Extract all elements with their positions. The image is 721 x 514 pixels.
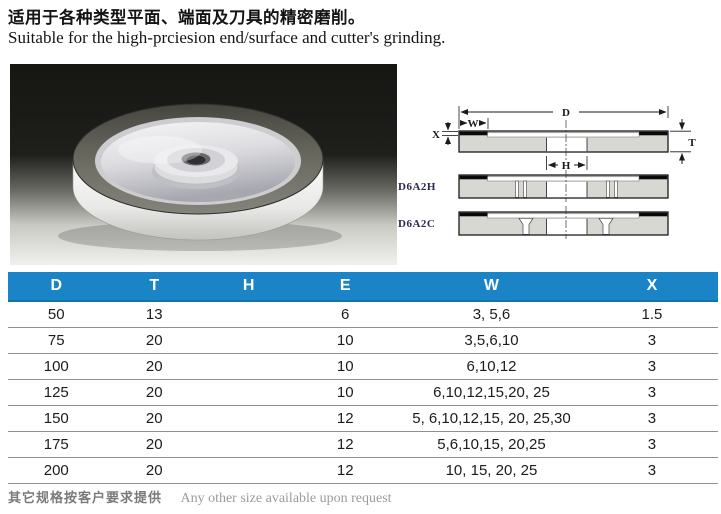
column-header-w: W <box>397 272 586 302</box>
page-title-english: Suitable for the high-prciesion end/surf… <box>8 28 446 47</box>
table-cell: 150 <box>8 405 105 432</box>
model-label-d6a2h: D6A2H <box>398 181 436 193</box>
table-cell: 6,10,12,15,20, 25 <box>397 379 586 406</box>
column-header-x: X <box>585 272 718 302</box>
countersink-hole <box>598 217 614 235</box>
bore-cutout <box>546 218 587 235</box>
countersink-hole <box>518 217 534 235</box>
slot <box>515 180 519 198</box>
table-row: 125 20 10 6,10,12,15,20, 25 3 <box>8 379 718 406</box>
table-cell <box>203 405 294 432</box>
dim-label-x: X <box>432 129 440 141</box>
table-cell <box>203 327 294 354</box>
page-title-chinese: 适用于各种类型平面、端面及刀具的精密磨削。 <box>8 9 365 27</box>
abrasive-strip-right <box>639 212 668 217</box>
product-photo <box>10 64 397 265</box>
table-cell <box>203 379 294 406</box>
abrasive-strip-left <box>459 175 488 180</box>
table-row: 100 20 10 6,10,12 3 <box>8 353 718 380</box>
abrasive-strip-right <box>639 131 668 136</box>
table-row: 50 13 6 3, 5,6 1.5 <box>8 301 718 328</box>
table-cell: 10 <box>293 353 398 380</box>
table-row: 200 20 12 10, 15, 20, 25 3 <box>8 457 718 484</box>
table-cell: 3 <box>585 405 718 432</box>
table-cell: 10 <box>293 327 398 354</box>
table-cell: 3 <box>585 327 718 354</box>
table-cell: 12 <box>293 457 398 484</box>
table-cell: 5, 6,10,12,15, 20, 25,30 <box>397 405 586 432</box>
table-cell: 5,6,10,15, 20,25 <box>397 431 586 458</box>
table-cell: 50 <box>8 301 105 328</box>
table-cell: 12 <box>293 405 398 432</box>
abrasive-strip-left <box>459 131 488 136</box>
slot <box>614 180 618 198</box>
footer-note-english: Any other size available upon request <box>180 491 392 506</box>
table-cell: 125 <box>8 379 105 406</box>
table-cell: 75 <box>8 327 105 354</box>
table-cell <box>203 457 294 484</box>
column-header-d: D <box>8 272 105 302</box>
column-header-h: H <box>203 272 294 302</box>
recess-band <box>487 213 640 219</box>
table-row: 150 20 12 5, 6,10,12,15, 20, 25,30 3 <box>8 405 718 432</box>
table-cell: 20 <box>104 431 204 458</box>
table-cell: 200 <box>8 457 105 484</box>
recess-band <box>487 132 640 138</box>
table-cell: 1.5 <box>585 301 718 328</box>
dim-label-w: W <box>468 118 479 130</box>
table-cell: 10, 15, 20, 25 <box>397 457 586 484</box>
table-cell: 12 <box>293 431 398 458</box>
footer-note: 其它规格按客户要求提供 Any other size available upo… <box>8 487 392 507</box>
abrasive-strip-left <box>459 212 488 217</box>
table-header-row: D T H E W X <box>8 272 718 302</box>
bowl-highlight <box>118 136 202 164</box>
footer-note-chinese: 其它规格按客户要求提供 <box>8 490 163 505</box>
bore-hole <box>186 155 206 165</box>
table-cell: 100 <box>8 353 105 380</box>
table-cell <box>203 353 294 380</box>
bore-cutout <box>546 137 587 152</box>
table-cell: 3, 5,6 <box>397 301 586 328</box>
table-cell <box>203 431 294 458</box>
table-cell: 3,5,6,10 <box>397 327 586 354</box>
dim-label-d: D <box>562 107 570 119</box>
table-cell: 3 <box>585 379 718 406</box>
model-label-d6a2c: D6A2C <box>398 218 435 230</box>
table-cell: 10 <box>293 379 398 406</box>
dim-label-t: T <box>688 137 696 149</box>
table-cell: 20 <box>104 457 204 484</box>
table-cell: 175 <box>8 431 105 458</box>
technical-diagram: D W X T H D6A2H <box>395 80 721 265</box>
table-cell: 20 <box>104 379 204 406</box>
abrasive-strip-right <box>639 175 668 180</box>
dim-label-h: H <box>562 160 571 172</box>
recess-band <box>487 176 640 182</box>
slot <box>523 180 527 198</box>
table-cell: 13 <box>104 301 204 328</box>
column-header-e: E <box>293 272 398 302</box>
column-header-t: T <box>104 272 204 302</box>
table-row: 75 20 10 3,5,6,10 3 <box>8 327 718 354</box>
table-cell: 20 <box>104 327 204 354</box>
table-row: 175 20 12 5,6,10,15, 20,25 3 <box>8 431 718 458</box>
slot <box>606 180 610 198</box>
table-cell: 3 <box>585 431 718 458</box>
bore-cutout <box>546 181 587 198</box>
table-cell: 6 <box>293 301 398 328</box>
table-cell: 3 <box>585 457 718 484</box>
spec-table-body: 50 13 6 3, 5,6 1.5 75 20 10 3,5,6,10 3 100 20 10 6,10… <box>8 301 718 484</box>
table-cell: 3 <box>585 353 718 380</box>
spec-table: D T H E W X 50 13 6 3, 5,6 1.5 75 20 10 3,5,6,10… <box>8 272 718 484</box>
table-cell: 20 <box>104 405 204 432</box>
table-cell: 6,10,12 <box>397 353 586 380</box>
table-cell <box>203 301 294 328</box>
cross-section-diagram: D W X T H D6A2H <box>398 106 696 239</box>
table-cell: 20 <box>104 353 204 380</box>
grinding-wheel-photo <box>10 64 397 265</box>
